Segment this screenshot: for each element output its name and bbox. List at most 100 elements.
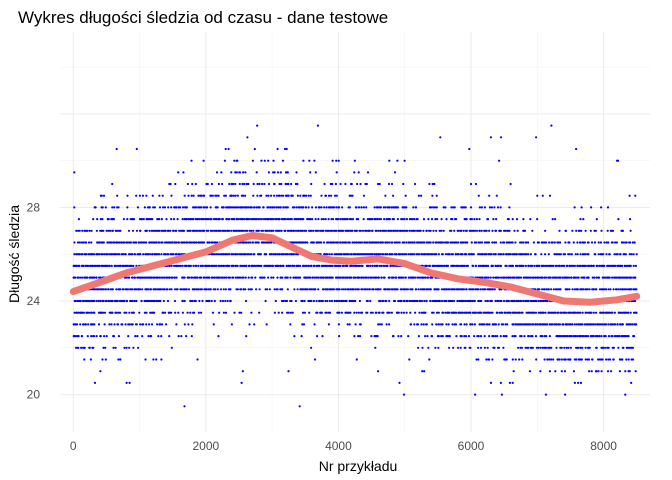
data-point [584,311,588,314]
data-point [253,147,256,151]
data-point [617,346,620,349]
data-point [616,253,619,256]
data-point [450,206,453,209]
data-point [112,346,115,349]
data-point [284,218,287,221]
data-point [535,346,539,349]
data-point [491,311,494,314]
data-point [515,218,519,221]
data-point [431,253,434,256]
x-axis-title: Nr przykładu [319,458,398,474]
data-point [505,276,508,279]
data-point [335,253,338,256]
data-point [527,241,530,244]
data-point [438,229,441,232]
data-point [151,253,154,256]
data-point [445,288,448,291]
data-point [164,241,167,244]
data-point [416,218,419,221]
data-point [228,276,231,279]
data-point [83,346,86,349]
data-point [81,276,84,279]
data-point [160,358,163,361]
y-tick-label: 24 [27,294,41,308]
data-point [426,335,429,338]
data-point [182,229,186,232]
data-point [213,276,216,279]
data-point [624,241,627,244]
data-point [590,311,593,314]
data-point [97,288,100,291]
data-point [501,323,505,326]
data-point [588,370,591,373]
data-point [155,358,158,361]
data-point [335,194,338,197]
data-point [531,335,534,338]
data-point [325,311,328,314]
data-point [522,299,525,303]
data-point [566,288,569,291]
data-point [143,311,146,314]
data-point [527,346,530,349]
data-point [448,253,451,256]
data-point [444,253,447,256]
data-point [531,264,534,267]
data-point [440,264,443,267]
data-point [337,323,340,326]
data-point [565,346,568,349]
data-point [401,253,404,256]
data-point [414,206,418,209]
data-point [551,241,554,244]
data-point [490,253,493,256]
data-point [616,323,619,326]
data-point [148,206,151,209]
data-point [141,194,145,197]
data-point [432,206,435,209]
data-point [261,276,264,279]
data-point [245,241,248,244]
data-point [330,218,333,221]
data-point [502,335,505,338]
data-point [312,241,315,244]
data-point [340,311,343,314]
data-point [485,229,488,232]
data-point [478,218,481,221]
data-point [447,323,450,326]
data-point [271,206,275,209]
data-point [77,346,80,349]
data-point [282,253,285,256]
data-point [326,288,329,291]
data-point [192,194,195,197]
data-point [545,264,548,267]
data-point [129,241,132,244]
data-point [295,253,298,256]
data-point [90,311,93,314]
data-point [404,194,407,197]
data-point [228,182,231,186]
data-point [429,229,432,232]
data-point [627,358,630,361]
data-point [621,323,625,326]
data-point [621,241,625,244]
data-point [379,218,383,221]
data-point [320,194,323,197]
data-point [580,358,584,361]
data-point [104,346,107,349]
data-point [221,182,224,186]
data-point [552,358,555,361]
data-point [267,218,270,221]
data-point [211,241,214,244]
data-point [433,206,437,209]
data-point [268,229,271,232]
data-point [137,241,140,244]
data-point [600,206,603,209]
data-point [181,264,184,267]
data-point [338,288,341,291]
data-point [223,159,226,162]
data-point [573,381,577,384]
data-point [445,218,448,221]
data-point [86,335,89,338]
data-point [509,253,512,256]
data-point [372,276,375,279]
data-point [567,253,570,256]
